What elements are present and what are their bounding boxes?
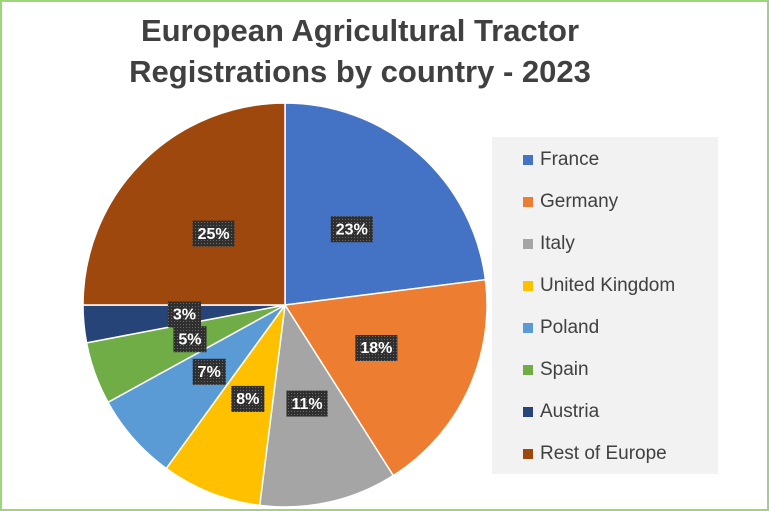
data-label: 5% (178, 331, 201, 348)
data-label-box (330, 216, 373, 243)
data-label-box (231, 385, 265, 412)
data-label: 11% (291, 396, 322, 413)
data-label-box (173, 326, 207, 353)
data-label: 25% (198, 226, 230, 243)
data-label-box (192, 220, 235, 247)
data-label: 3% (173, 307, 196, 324)
data-label: 18% (360, 340, 392, 357)
pie-slice (283, 278, 488, 477)
data-label: 23% (336, 221, 368, 238)
data-label-box (355, 335, 398, 362)
legend-label: Austria (540, 401, 600, 422)
data-label-box (192, 358, 226, 385)
legend-swatch (523, 407, 533, 417)
legend-label: Spain (540, 359, 589, 380)
legend-label: Italy (540, 233, 575, 254)
pie-slice (82, 102, 286, 306)
legend-box (492, 137, 718, 474)
legend-label: Poland (540, 317, 599, 338)
legend-swatch (523, 197, 533, 207)
data-label: 7% (198, 364, 221, 381)
chart-title: European Agricultural Tractor Registrati… (129, 13, 591, 89)
legend-swatch (523, 323, 533, 333)
legend-label: France (540, 149, 599, 170)
legend-label: Rest of Europe (540, 443, 667, 464)
legend-swatch (523, 281, 533, 291)
pie-slice (284, 102, 487, 306)
legend-label: Germany (540, 191, 619, 212)
legend-swatch (523, 155, 533, 165)
data-label: 8% (236, 391, 259, 408)
legend-swatch (523, 449, 533, 459)
legend-label: United Kingdom (540, 275, 675, 296)
pie-slice (165, 304, 286, 507)
data-label-box (286, 390, 328, 417)
data-label-box (167, 301, 202, 328)
legend-swatch (523, 365, 533, 375)
legend-swatch (523, 239, 533, 249)
